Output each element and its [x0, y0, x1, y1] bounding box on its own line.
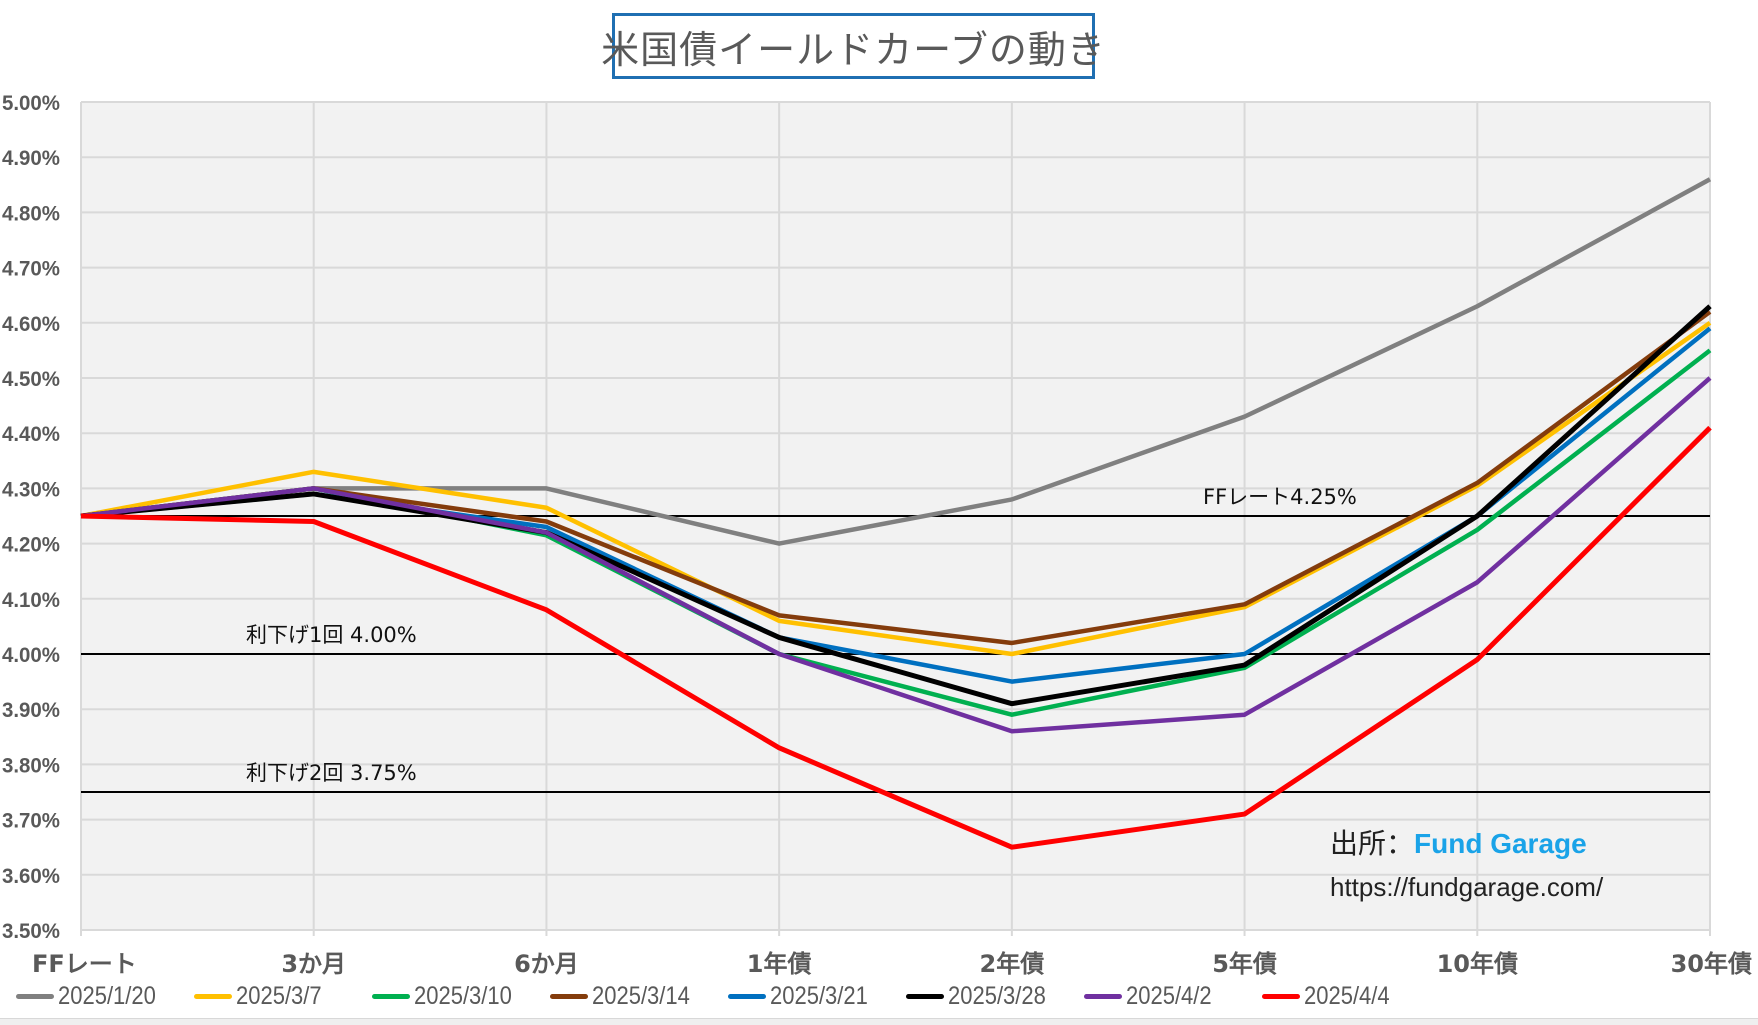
x-axis-tick-labels: FFレート 3か月 6か月 1年債 2年債 5年債 10年債 30年債 — [32, 950, 1752, 978]
source-url: https://fundgarage.com/ — [1330, 872, 1604, 902]
series-line — [80, 320, 1712, 657]
legend-line-icon — [16, 994, 54, 999]
y-tick-label: 4.00% — [2, 644, 60, 667]
source-prefix: 出所： — [1330, 827, 1415, 860]
x-tick-label: 10年債 — [1437, 950, 1518, 978]
legend-item: 2025/1/20 — [16, 982, 176, 1011]
reference-line-label: 利下げ2回 3.75% — [246, 761, 417, 785]
vertical-gridlines — [80, 102, 1711, 936]
y-axis-tick-labels: 3.50% 3.60% 3.70% 3.80% 3.90% 4.00% 4.10% 4.20%… — [2, 92, 60, 943]
y-tick-label: 5.00% — [2, 92, 60, 115]
series-line — [80, 304, 1712, 707]
x-tick-label: FFレート — [32, 950, 137, 978]
legend-label: 2025/1/20 — [58, 982, 156, 1010]
source-credit: 出所：Fund Garage https://fundgarage.com/ — [1330, 822, 1603, 903]
legend-line-icon — [372, 994, 410, 999]
y-tick-label: 4.60% — [2, 313, 60, 336]
series-line — [80, 425, 1712, 850]
legend-line-icon — [906, 994, 944, 999]
chart-title-box: 米国債イールドカーブの動き — [601, 13, 1105, 79]
chart-title: 米国債イールドカーブの動き — [601, 27, 1106, 72]
y-tick-label: 4.30% — [2, 478, 60, 501]
legend-label: 2025/3/10 — [414, 982, 512, 1010]
reference-line-label: FFレート4.25% — [1203, 485, 1357, 509]
legend-label: 2025/3/21 — [770, 982, 868, 1010]
reference-lines: FFレート4.25% 利下げ1回 4.00% 利下げ2回 3.75% — [81, 485, 1710, 793]
y-tick-label: 4.40% — [2, 423, 60, 446]
y-tick-label: 4.70% — [2, 258, 60, 281]
legend-line-icon — [728, 994, 766, 999]
legend-item: 2025/3/10 — [372, 982, 532, 1011]
legend-item: 2025/4/4 — [1262, 982, 1422, 1011]
y-tick-label: 4.20% — [2, 534, 60, 557]
legend-label: 2025/3/28 — [948, 982, 1046, 1010]
legend-line-icon — [1084, 994, 1122, 999]
legend-line-icon — [194, 994, 232, 999]
legend-label: 2025/4/2 — [1126, 982, 1212, 1010]
legend-item: 2025/3/21 — [728, 982, 888, 1011]
y-tick-label: 4.50% — [2, 368, 60, 391]
spreadsheet-row-strip — [0, 1018, 1758, 1025]
legend-item: 2025/3/28 — [906, 982, 1066, 1011]
legend-label: 2025/3/14 — [592, 982, 690, 1010]
x-tick-label: 3か月 — [281, 950, 346, 978]
reference-line-label: 利下げ1回 4.00% — [246, 623, 417, 647]
legend-line-icon — [1262, 994, 1300, 999]
legend-item: 2025/3/7 — [194, 982, 354, 1011]
legend-label: 2025/4/4 — [1304, 982, 1390, 1010]
series-line — [80, 376, 1712, 734]
y-tick-label: 3.90% — [2, 699, 60, 722]
series-lines — [80, 177, 1712, 850]
y-tick-label: 4.80% — [2, 202, 60, 225]
y-tick-label: 4.10% — [2, 589, 60, 612]
y-tick-label: 3.60% — [2, 865, 60, 888]
legend-label: 2025/3/7 — [236, 982, 322, 1010]
x-tick-label: 30年債 — [1671, 950, 1752, 978]
legend-item: 2025/4/2 — [1084, 982, 1244, 1011]
series-line — [80, 177, 1712, 546]
y-tick-label: 3.50% — [2, 920, 60, 943]
source-line: 出所：Fund Garage — [1330, 822, 1603, 862]
x-tick-label: 1年債 — [747, 950, 812, 978]
x-tick-label: 6か月 — [514, 950, 579, 978]
chart-legend: 2025/1/20 2025/3/7 2025/3/10 2025/3/14 2025/… — [16, 982, 1440, 1011]
legend-line-icon — [550, 994, 588, 999]
x-tick-label: 5年債 — [1212, 950, 1277, 978]
y-tick-label: 3.70% — [2, 810, 60, 833]
y-tick-label: 4.90% — [2, 147, 60, 170]
x-tick-label: 2年債 — [980, 950, 1045, 978]
y-tick-label: 3.80% — [2, 754, 60, 777]
legend-item: 2025/3/14 — [550, 982, 710, 1011]
source-brand: Fund Garage — [1414, 828, 1587, 859]
